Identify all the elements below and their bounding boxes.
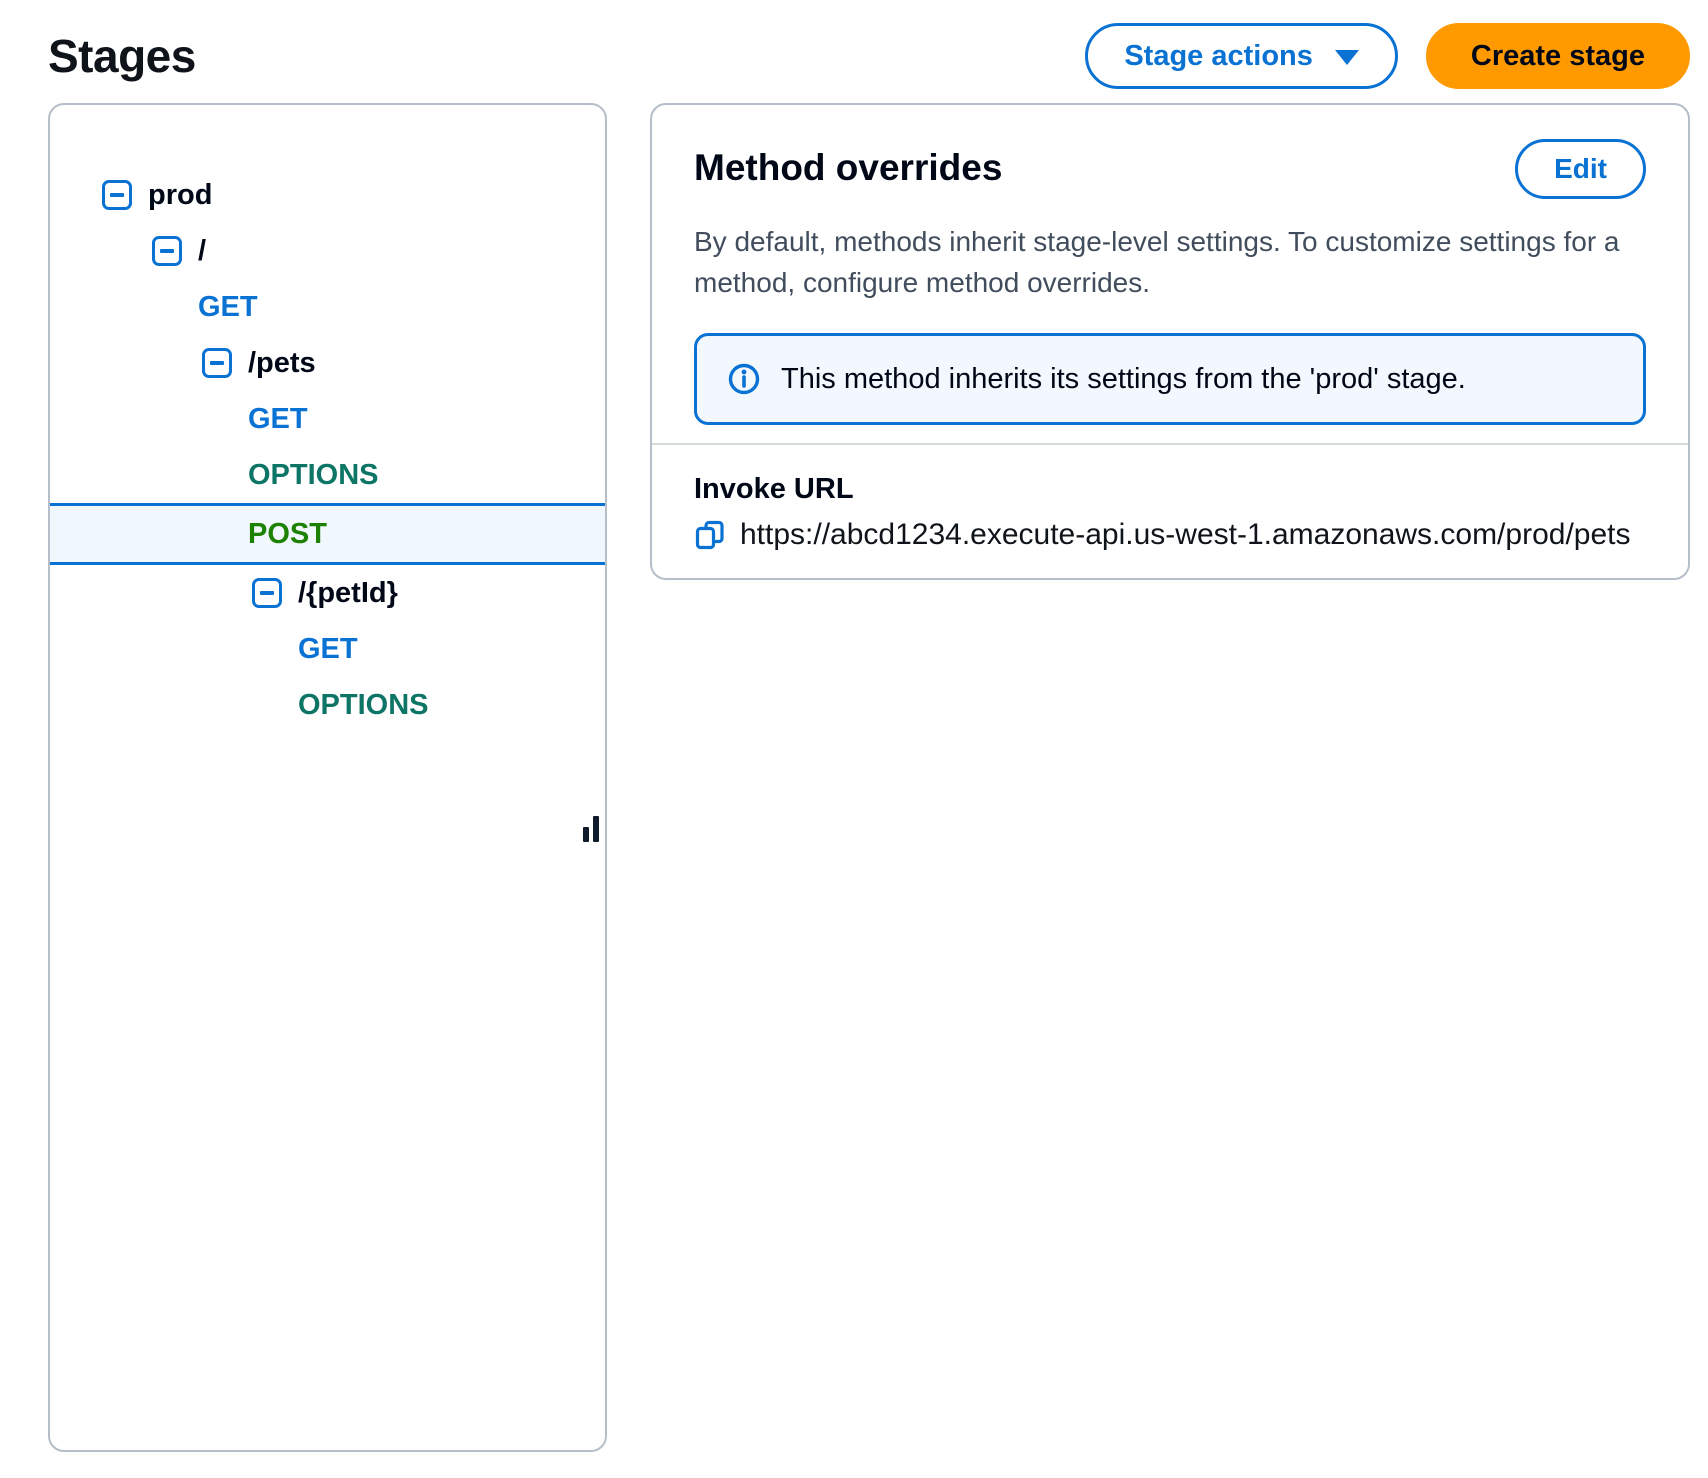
create-stage-button[interactable]: Create stage [1425,23,1690,89]
resource-tree: prod / GET/pets GET OPTIONS POST /{petId} GET OP… [50,105,605,733]
stage-actions-label: Stage actions [1124,39,1313,72]
page-header: Stages Stage actions Create stage [48,20,1690,92]
collapse-minus-icon[interactable] [152,236,182,266]
collapse-minus-icon[interactable] [202,348,232,378]
header-actions: Stage actions Create stage [1085,23,1690,89]
resource-label: /{petId} [298,576,398,609]
resource-label: / [198,234,207,267]
tree-item-pets[interactable]: /pets [50,335,605,391]
content: prod / GET/pets GET OPTIONS POST /{petId} GET OP… [48,103,1690,1452]
card-description: By default, methods inherit stage-level … [694,226,1620,298]
tree-item-get[interactable]: GET [50,279,605,335]
method-overrides-main: Method overrides Edit By default, method… [652,105,1688,443]
resize-bar-icon [583,827,589,842]
tree-item-get[interactable]: GET [50,391,605,447]
resource-tree-panel: prod / GET/pets GET OPTIONS POST /{petId} GET OP… [48,103,607,1452]
method-overrides-card: Method overrides Edit By default, method… [650,103,1690,580]
tree-item-post[interactable]: POST [50,503,605,565]
tree-item-root[interactable]: / [50,223,605,279]
collapse-minus-icon[interactable] [102,180,132,210]
method-label: OPTIONS [248,458,379,491]
chevron-down-icon [1334,50,1359,65]
invoke-url-value: https://abcd1234.execute-api.us-west-1.a… [740,518,1631,551]
info-icon [727,362,761,396]
tree-item-get[interactable]: GET [50,621,605,677]
card-title: Method overrides [694,147,1003,188]
invoke-url-label: Invoke URL [694,473,854,505]
resource-label: /pets [248,346,316,379]
method-label: GET [298,632,358,665]
tree-item-petid[interactable]: /{petId} [50,565,605,621]
edit-button[interactable]: Edit [1515,139,1646,199]
method-label: GET [198,290,258,323]
card-header-row: Method overrides Edit [694,139,1646,199]
info-alert-text: This method inherits its settings from t… [781,362,1466,395]
page-title: Stages [48,30,196,82]
tree-item-options[interactable]: OPTIONS [50,677,605,733]
collapse-minus-icon[interactable] [252,578,282,608]
panel-resize-handle[interactable] [583,816,599,842]
card-divider [652,443,1688,445]
info-alert: This method inherits its settings from t… [694,333,1646,425]
resource-label: prod [148,178,213,211]
resize-bar-icon [593,816,599,842]
tree-item-prod[interactable]: prod [50,167,605,223]
stage-actions-button[interactable]: Stage actions [1085,23,1398,89]
method-label: OPTIONS [298,688,429,721]
copy-icon[interactable] [694,519,726,551]
method-label: GET [248,402,308,435]
method-label: POST [248,517,327,550]
invoke-url-row: https://abcd1234.execute-api.us-west-1.a… [694,518,1646,552]
tree-item-options[interactable]: OPTIONS [50,447,605,503]
invoke-url-section: Invoke URL https://abcd1234.execute-api.… [652,445,1688,578]
